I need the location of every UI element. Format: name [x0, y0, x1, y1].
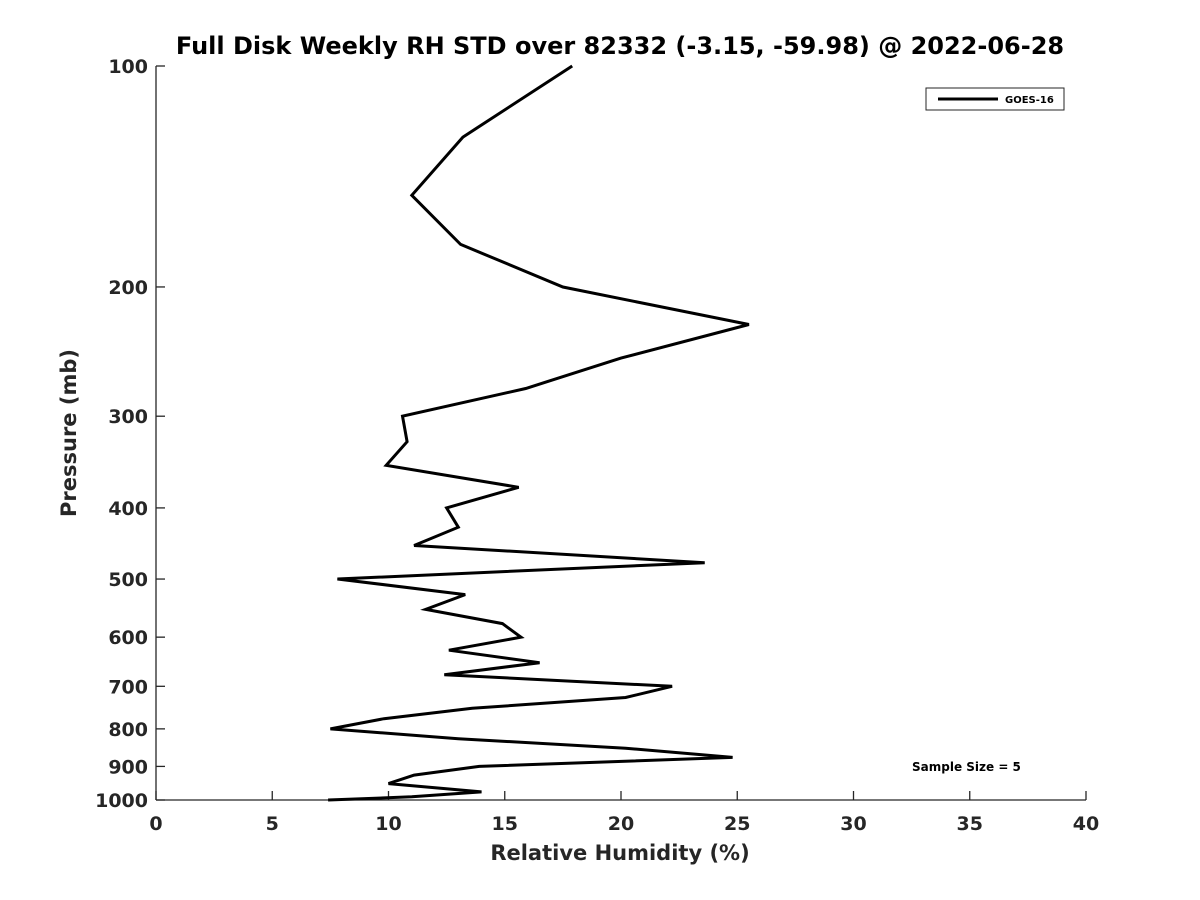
- y-tick-label: 400: [108, 498, 148, 520]
- x-tick-label: 10: [375, 813, 401, 835]
- y-axis-label: Pressure (mb): [57, 349, 81, 517]
- y-tick-label: 700: [108, 676, 148, 698]
- y-tick-label: 600: [108, 627, 148, 649]
- y-tick-label: 500: [108, 569, 148, 591]
- chart-title: Full Disk Weekly RH STD over 82332 (-3.1…: [176, 32, 1064, 60]
- legend-label-goes-16: GOES-16: [1005, 95, 1054, 106]
- x-ticks: 0 5 10 15 20 25 30 35 40: [149, 791, 1099, 835]
- y-tick-label: 900: [108, 756, 148, 778]
- y-ticks: 100 200 300 400 500 600 700 800 900 1000: [95, 56, 165, 812]
- x-tick-label: 35: [957, 813, 983, 835]
- y-tick-label: 300: [108, 406, 148, 428]
- x-tick-label: 40: [1073, 813, 1099, 835]
- y-tick-label: 200: [108, 277, 148, 299]
- x-tick-label: 25: [724, 813, 750, 835]
- y-tick-label: 100: [108, 56, 148, 78]
- y-tick-label: 1000: [95, 790, 148, 812]
- x-tick-label: 20: [608, 813, 634, 835]
- x-tick-label: 30: [840, 813, 866, 835]
- legend: GOES-16: [925, 87, 1065, 111]
- x-axis-label: Relative Humidity (%): [490, 841, 749, 865]
- x-tick-label: 0: [149, 813, 162, 835]
- axes: [155, 66, 1086, 801]
- series-line-goes-16: [328, 64, 750, 802]
- sample-size-annotation: Sample Size = 5: [912, 760, 1021, 774]
- x-tick-label: 5: [266, 813, 279, 835]
- y-tick-label: 800: [108, 719, 148, 741]
- x-tick-label: 15: [492, 813, 518, 835]
